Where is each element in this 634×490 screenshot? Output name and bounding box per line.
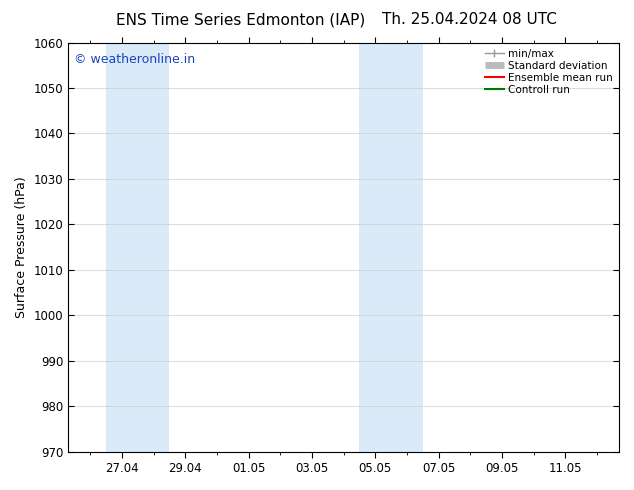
Legend: min/max, Standard deviation, Ensemble mean run, Controll run: min/max, Standard deviation, Ensemble me…	[482, 46, 616, 98]
Bar	[106, 43, 169, 452]
Text: © weatheronline.in: © weatheronline.in	[74, 53, 195, 66]
Text: ENS Time Series Edmonton (IAP): ENS Time Series Edmonton (IAP)	[116, 12, 366, 27]
Text: Th. 25.04.2024 08 UTC: Th. 25.04.2024 08 UTC	[382, 12, 557, 27]
Bar	[359, 43, 423, 452]
Y-axis label: Surface Pressure (hPa): Surface Pressure (hPa)	[15, 176, 28, 318]
